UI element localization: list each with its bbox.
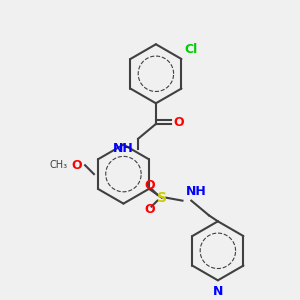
Text: Cl: Cl — [184, 43, 198, 56]
Text: N: N — [213, 285, 223, 298]
Text: NH: NH — [113, 142, 134, 154]
Text: O: O — [71, 159, 82, 172]
Text: O: O — [145, 179, 155, 192]
Text: O: O — [145, 203, 155, 216]
Text: S: S — [157, 191, 167, 205]
Text: NH: NH — [185, 185, 206, 198]
Text: O: O — [174, 116, 184, 129]
Text: CH₃: CH₃ — [49, 160, 68, 170]
